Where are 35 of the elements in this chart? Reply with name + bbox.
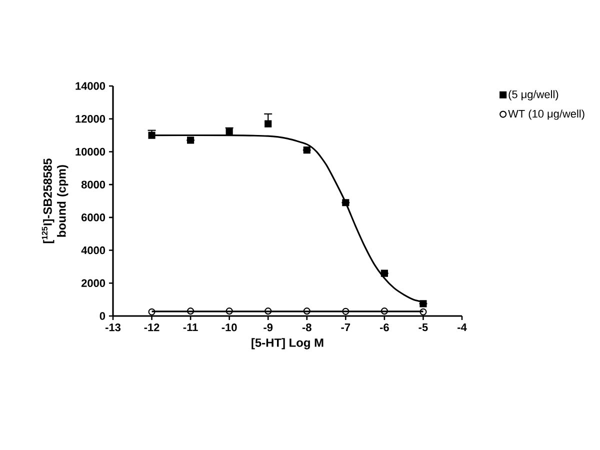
x-tick-label: -7: [341, 324, 350, 332]
x-tick-label: -4: [458, 324, 467, 332]
point: [264, 308, 272, 315]
point: [420, 300, 427, 308]
y-tick-label: 6000: [82, 214, 106, 222]
point: [342, 199, 350, 206]
legend-label: (5 μg/well): [508, 90, 558, 100]
x-tick-label: -10: [222, 324, 237, 332]
x-tick-label: -8: [302, 324, 312, 332]
point: [380, 270, 388, 277]
point: [303, 146, 310, 154]
point: [187, 308, 194, 315]
legend-label: WT (10 μg/well): [508, 110, 584, 120]
y-tick-label: 10000: [76, 148, 106, 156]
point: [226, 128, 233, 136]
point: [342, 308, 350, 315]
point: [380, 308, 388, 315]
x-tick-label: -6: [380, 324, 389, 332]
y-tick-label: 4000: [81, 246, 106, 254]
point: [187, 136, 194, 144]
x-tick-label: -9: [264, 324, 273, 332]
y-tick-label: 2000: [81, 279, 106, 288]
point: [303, 308, 310, 315]
y-tick-label: 8000: [81, 180, 106, 188]
x-tick-label: -11: [183, 324, 198, 332]
x-tick-label: -12: [144, 324, 160, 332]
y-tick-label: 0: [100, 312, 106, 320]
point: [264, 120, 272, 128]
y-tick-label: 12000: [76, 114, 106, 123]
x-axis-title: [5-HT] Log M: [252, 338, 324, 350]
x-tick-label: -13: [106, 324, 121, 332]
point: [226, 308, 233, 315]
x-tick-label: -5: [418, 324, 428, 332]
y-tick-label: 14000: [76, 82, 106, 90]
y-axis-title: [$^{125}$I]-SB258585 bound (cpm): [42, 158, 68, 244]
